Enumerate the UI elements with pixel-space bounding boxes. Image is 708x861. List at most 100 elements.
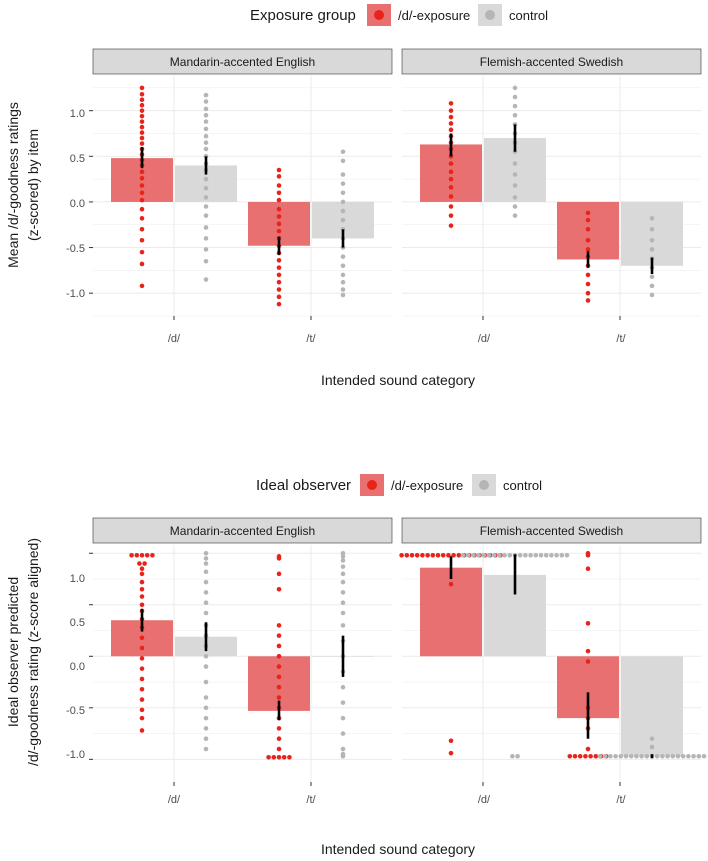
point-exposure (139, 237, 145, 243)
point-exposure (139, 686, 145, 692)
point-control (203, 112, 209, 118)
point-exposure (448, 194, 454, 199)
point-exposure (139, 175, 145, 181)
point-exposure (139, 587, 145, 592)
point-exposure (276, 754, 282, 760)
point-exposure (585, 290, 591, 296)
point-control (340, 715, 346, 721)
point-exposure (585, 217, 591, 223)
point-control (649, 292, 655, 298)
point-exposure (448, 176, 454, 182)
bottom-xtick-label: /d/ (478, 794, 491, 806)
point-control (203, 236, 209, 241)
point-exposure (276, 674, 282, 680)
point-control (486, 553, 492, 558)
point-exposure (276, 287, 282, 292)
point-exposure (139, 579, 145, 585)
point-exposure (448, 127, 454, 133)
point-exposure (448, 581, 454, 587)
legend-bottom-dot-control (479, 480, 489, 490)
point-exposure (139, 283, 145, 289)
point-control (512, 204, 518, 209)
point-exposure (139, 566, 145, 571)
point-exposure (139, 135, 145, 141)
point-exposure (451, 553, 456, 558)
bottom-ytick-label: 0.5 (70, 617, 85, 629)
point-control (340, 600, 346, 606)
point-exposure (266, 754, 271, 760)
bottom-ylabel-line1: Ideal observer predicted (5, 577, 21, 727)
point-control (340, 564, 346, 569)
point-exposure (448, 738, 454, 744)
point-exposure (139, 169, 145, 175)
point-control (512, 183, 518, 188)
point-control (203, 126, 209, 132)
point-control (340, 623, 346, 628)
point-exposure (139, 227, 145, 232)
legend-top-label-control: control (509, 8, 548, 23)
point-exposure (448, 121, 454, 126)
top-ytick-label: 1.0 (70, 108, 85, 120)
point-control (538, 553, 544, 558)
bottom-ylabel-line2: /d/-goodness rating (z-score aligned) (25, 538, 41, 766)
point-exposure (276, 167, 282, 173)
bottom-panel-right: Flemish-accented Swedish (399, 517, 707, 786)
point-exposure (409, 553, 415, 558)
point-control (340, 590, 346, 595)
point-control (340, 263, 346, 269)
point-control (340, 287, 346, 292)
point-control (203, 185, 209, 191)
point-exposure (448, 223, 454, 228)
point-control (512, 195, 518, 200)
point-exposure (585, 227, 591, 232)
point-control (203, 213, 209, 218)
point-control (476, 553, 481, 558)
top-plot: Mean /d/-goodness ratings (z-scored) by … (5, 48, 702, 388)
top-panel-right-strip (401, 48, 702, 75)
point-control (203, 726, 209, 731)
bottom-xtick-label: /t/ (616, 794, 626, 806)
point-control (644, 753, 650, 759)
point-exposure (276, 653, 282, 659)
point-exposure (139, 91, 145, 97)
point-exposure (134, 553, 140, 558)
bar-exposure (420, 567, 482, 657)
point-control (203, 92, 209, 98)
point-exposure (593, 753, 599, 759)
point-exposure (276, 272, 282, 278)
point-exposure (139, 130, 145, 135)
point-control (564, 553, 570, 558)
point-control (340, 746, 346, 752)
point-exposure (276, 190, 282, 196)
top-panel-right-plot (402, 76, 701, 320)
point-exposure (139, 85, 145, 91)
point-exposure (144, 553, 150, 558)
point-control (340, 610, 346, 616)
point-exposure (588, 753, 593, 759)
bottom-panel-left-title: Mandarin-accented English (170, 524, 315, 538)
point-control (340, 579, 346, 585)
point-exposure (585, 621, 591, 626)
point-control (507, 553, 513, 558)
bottom-ytick-label: -0.5 (66, 705, 85, 717)
bottom-panel-left: Mandarin-accented English (89, 517, 393, 786)
point-control (340, 292, 346, 298)
point-exposure (425, 553, 430, 558)
point-exposure (583, 753, 588, 759)
bottom-ytick-label: 1.0 (70, 573, 85, 585)
top-ylabel-line2: (z-scored) by item (25, 129, 41, 241)
point-exposure (139, 645, 145, 651)
point-exposure (567, 753, 573, 759)
point-control (340, 731, 346, 736)
point-control (203, 653, 209, 659)
point-exposure (448, 169, 454, 175)
point-control (203, 247, 209, 252)
bar-control (621, 201, 683, 266)
point-exposure (139, 113, 145, 119)
point-control (649, 237, 655, 243)
point-exposure (585, 648, 591, 654)
point-control (597, 753, 603, 759)
point-control (203, 195, 209, 200)
point-control (686, 753, 691, 759)
point-control (639, 753, 644, 759)
